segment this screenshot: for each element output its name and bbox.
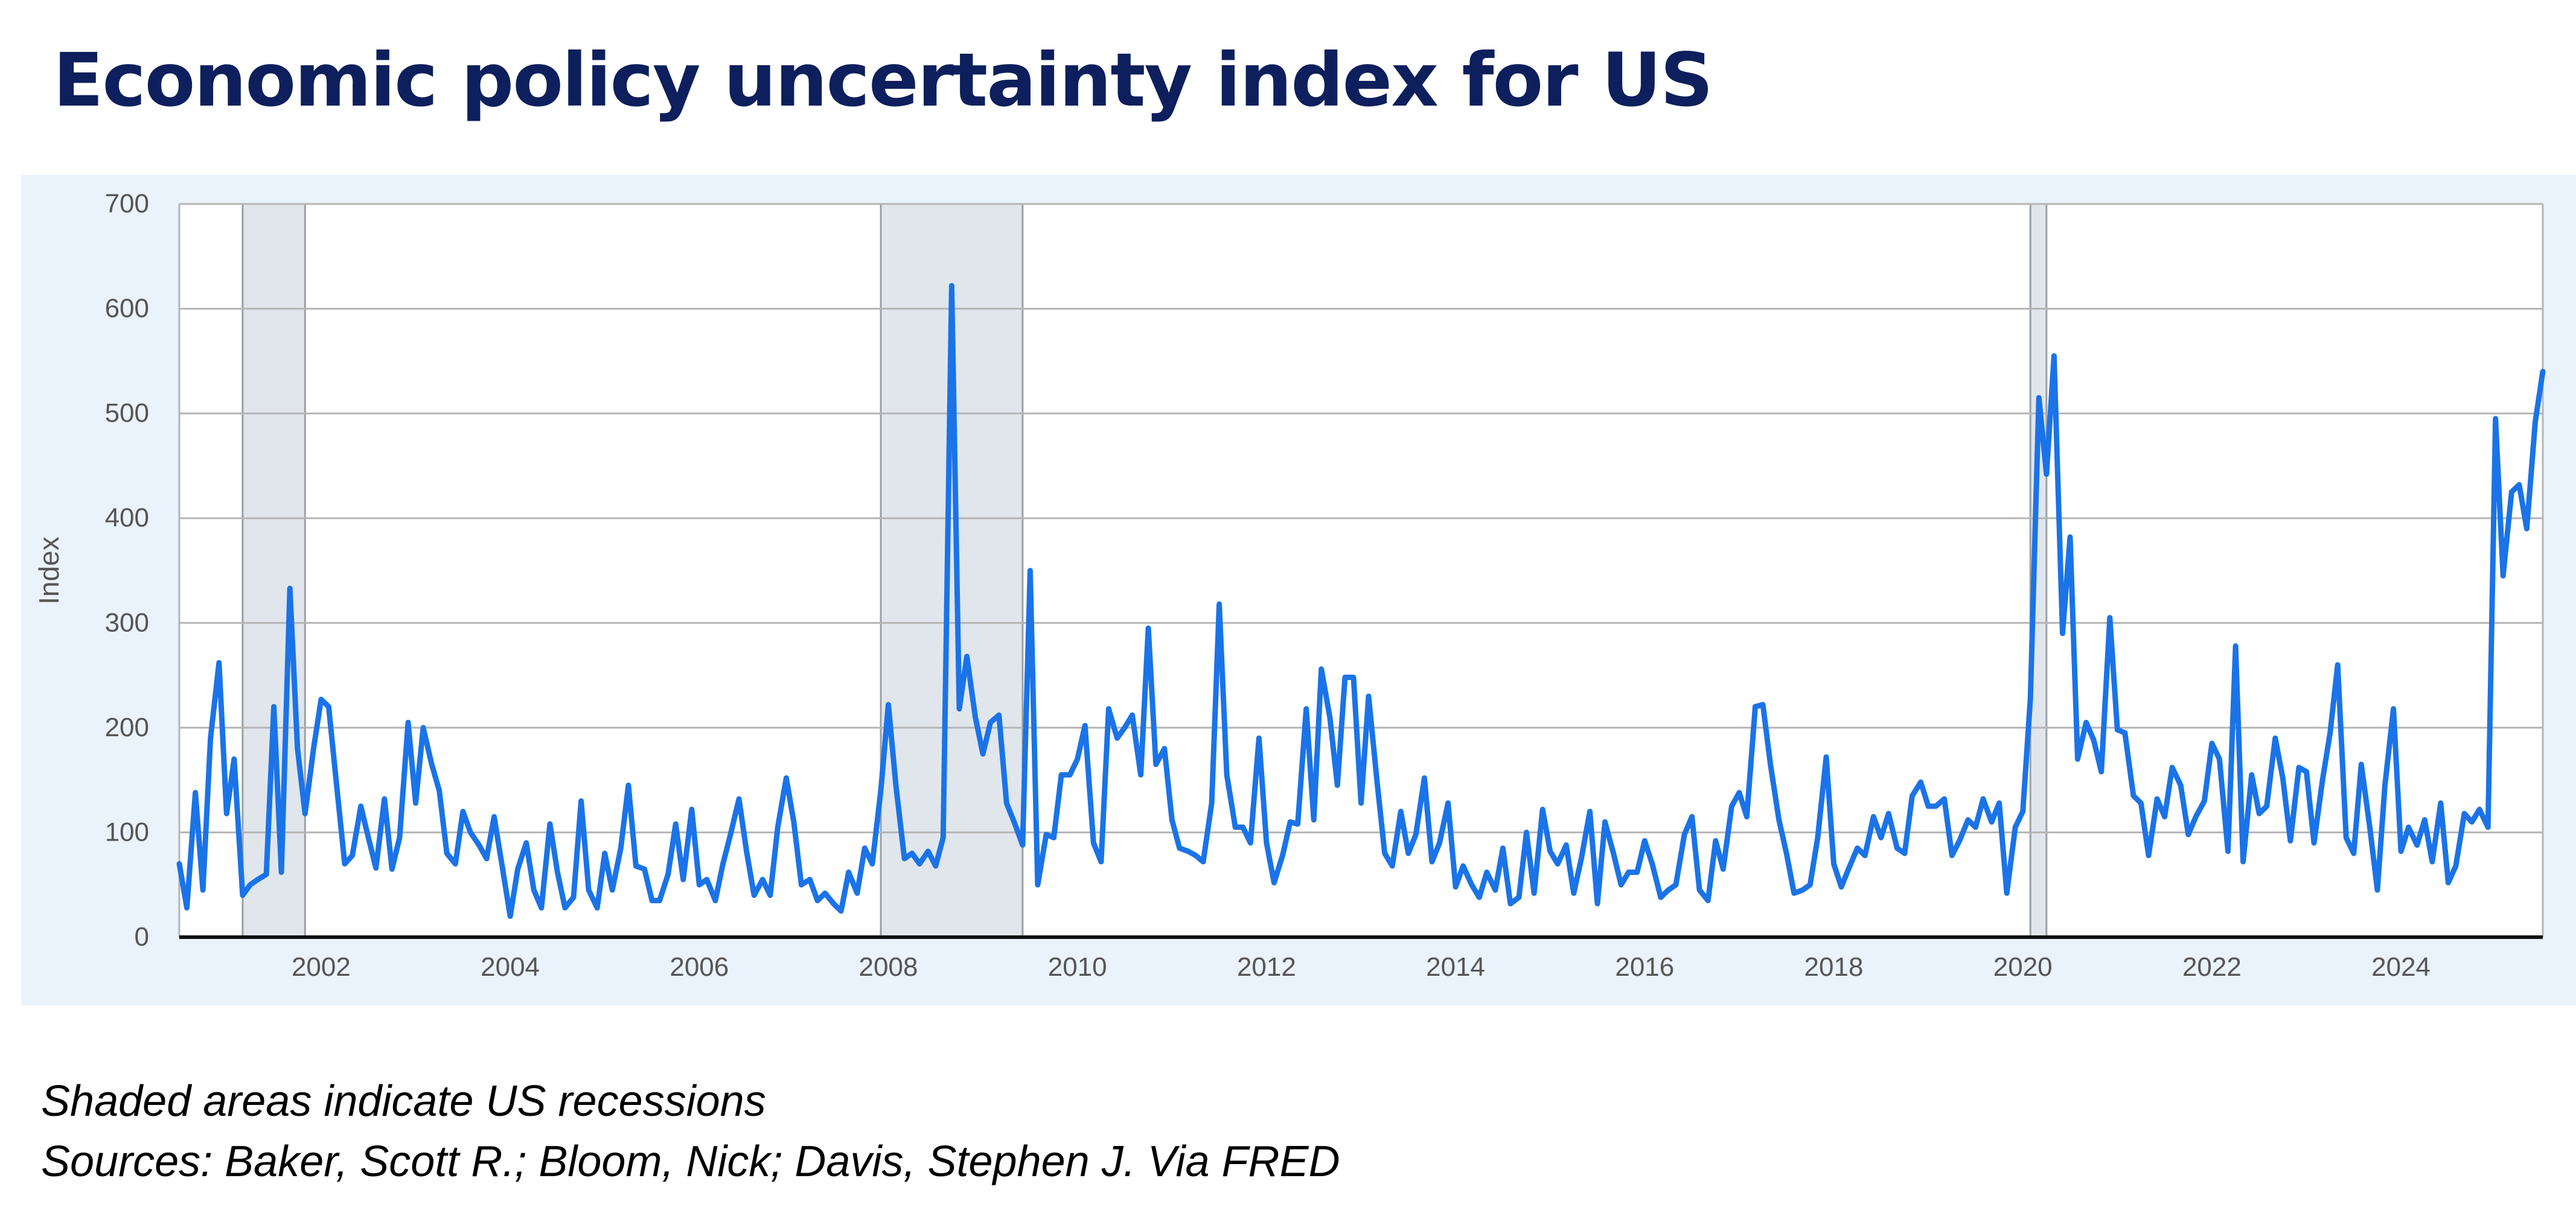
recession-bands — [179, 204, 2543, 937]
axes — [178, 204, 2544, 939]
x-tick-label: 2004 — [481, 952, 540, 982]
chart-panel: 0 100 200 300 400 500 600 700 2002 2004 2006 2008 20… — [21, 175, 2576, 1005]
x-tick-label: 2006 — [670, 952, 729, 982]
x-tick-label: 2012 — [1237, 952, 1296, 982]
y-axis-title: Index — [33, 536, 65, 605]
recession-band — [242, 204, 305, 937]
x-tick-label: 2002 — [292, 952, 351, 982]
x-tick-label: 2024 — [2371, 952, 2431, 982]
page-title: Economic policy uncertainty index for US — [53, 37, 1713, 123]
x-tick-label: 2022 — [2182, 952, 2242, 982]
y-tick-label: 700 — [105, 189, 149, 218]
x-tick-label: 2018 — [1804, 952, 1864, 982]
gridlines — [179, 203, 2543, 833]
y-tick-label: 0 — [135, 922, 149, 952]
x-tick-label: 2016 — [1615, 952, 1674, 982]
y-tick-label: 500 — [105, 398, 149, 428]
recession-note: Shaded areas indicate US recessions — [41, 1077, 766, 1125]
tick-labels: 0 100 200 300 400 500 600 700 2002 2004 2006 2008 20… — [33, 189, 2431, 982]
x-tick-label: 2020 — [1993, 952, 2053, 982]
x-tick-label: 2014 — [1426, 952, 1485, 982]
x-tick-label: 2008 — [859, 952, 918, 982]
x-tick-label: 2010 — [1048, 952, 1107, 982]
y-tick-label: 300 — [105, 608, 149, 637]
sources-note: Sources: Baker, Scott R.; Bloom, Nick; D… — [41, 1138, 1340, 1186]
y-tick-label: 600 — [105, 294, 149, 323]
series-lines — [176, 282, 2546, 919]
plot-area — [179, 204, 2543, 937]
series-line — [176, 282, 2546, 919]
y-tick-label: 100 — [105, 817, 149, 847]
y-tick-label: 400 — [105, 503, 149, 533]
y-tick-label: 200 — [105, 713, 149, 742]
chart-notes: Shaded areas indicate US recessions Sour… — [41, 1071, 1340, 1192]
line-chart: 0 100 200 300 400 500 600 700 2002 2004 2006 2008 20… — [33, 189, 2546, 982]
